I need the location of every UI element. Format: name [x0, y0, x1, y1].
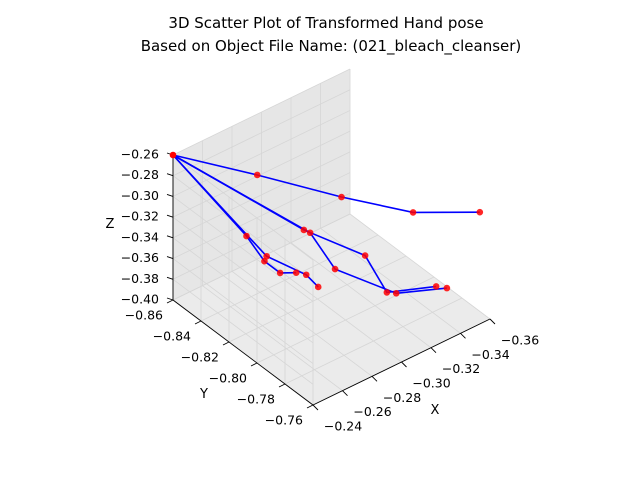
y-axis-label: Y — [199, 387, 208, 402]
joint-point — [292, 269, 300, 277]
joint-point — [300, 226, 308, 234]
grid-line-y-floor — [284, 297, 463, 385]
y-tick-mark — [194, 320, 202, 325]
grid-line-x-floor — [290, 242, 432, 348]
z-tick-mark — [166, 235, 174, 239]
grid-line-x-floor — [202, 285, 343, 391]
chart-title: 3D Scatter Plot of Transformed Hand pose — [168, 14, 483, 32]
grid-line-z-back — [172, 192, 351, 280]
z-tick-label: −0.26 — [121, 147, 159, 162]
joint-point — [361, 252, 369, 259]
joint-point — [383, 289, 391, 296]
joint-point — [253, 171, 261, 179]
y-tick-label: −0.84 — [153, 329, 191, 344]
grid-line-z-back — [172, 172, 351, 259]
joint-point — [331, 265, 339, 273]
x-tick-mark — [401, 361, 407, 368]
y-tick-mark — [306, 404, 314, 409]
x-tick-mark — [342, 390, 348, 396]
joint-point — [263, 252, 270, 260]
z-tick-mark — [166, 194, 174, 197]
grid-line-z-left — [172, 216, 314, 323]
x-tick-label: −0.32 — [442, 361, 480, 376]
z-tick-mark — [166, 256, 174, 259]
x-axis-label: X — [431, 403, 440, 418]
z-tick-label: −0.28 — [121, 167, 159, 182]
z-tick-mark — [166, 297, 174, 301]
z-tick-label: −0.30 — [121, 188, 159, 203]
y-tick-mark — [278, 383, 286, 388]
z-tick-label: −0.38 — [121, 271, 159, 286]
x-tick-label: −0.30 — [412, 376, 450, 391]
x-tick-mark — [489, 318, 496, 325]
joint-point — [261, 257, 268, 265]
joint-point — [392, 290, 400, 297]
y-tick-label: −0.78 — [237, 392, 275, 407]
x-tick-label: −0.24 — [324, 419, 362, 434]
x-tick-label: −0.26 — [353, 404, 391, 419]
grid-line-x-floor — [231, 271, 373, 377]
x-tick-label: −0.28 — [383, 390, 421, 405]
joint-point — [443, 284, 451, 292]
grid-line-z-left — [172, 237, 314, 344]
grid-line-z-left — [172, 175, 314, 282]
y-tick-mark — [250, 362, 258, 367]
grid-line-z-back — [172, 68, 351, 156]
tick-labels: −0.24−0.26−0.28−0.30−0.32−0.34−0.36−0.76… — [121, 147, 540, 434]
y-tick-label: −0.80 — [209, 371, 247, 386]
z-tick-mark — [166, 276, 174, 280]
grid-line-y-floor — [228, 255, 407, 343]
y-axis-line — [172, 299, 314, 406]
grid-line-x-floor — [349, 213, 491, 320]
y-tick-mark — [222, 341, 230, 346]
x-tick-label: −0.34 — [471, 347, 509, 362]
y-tick-mark — [166, 299, 174, 304]
grid-line-z-back — [172, 110, 351, 197]
x-tick-mark — [460, 333, 466, 339]
grid-line-y-floor — [256, 276, 435, 364]
z-tick-label: −0.40 — [121, 292, 159, 307]
grid-line-z-back — [172, 151, 351, 239]
joint-point — [409, 209, 417, 216]
grid-line-z-left — [172, 278, 314, 385]
hand-pose-series — [169, 151, 484, 297]
z-tick-label: −0.34 — [121, 229, 159, 244]
x-tick-label: −0.36 — [501, 333, 539, 348]
grid-line-z-back — [172, 130, 351, 218]
z-tick-label: −0.32 — [121, 209, 159, 224]
joint-point — [302, 271, 310, 279]
joint-point — [276, 269, 284, 277]
y-tick-label: −0.82 — [181, 350, 219, 365]
z-tick-label: −0.36 — [121, 250, 159, 265]
z-axis-label: Z — [106, 217, 115, 232]
joint-point — [476, 208, 484, 216]
joint-point — [243, 232, 250, 240]
joint-point — [432, 283, 440, 290]
x-tick-mark — [371, 376, 378, 382]
joint-point — [306, 229, 314, 237]
x-tick-mark — [430, 347, 437, 353]
y-tick-label: −0.76 — [265, 413, 303, 428]
joint-point — [338, 193, 345, 201]
joint-point — [314, 283, 322, 291]
wrist-point — [169, 151, 177, 159]
grid-line-z-left — [172, 196, 314, 302]
z-tick-mark — [166, 173, 174, 177]
grid-line-z-left — [172, 258, 314, 364]
z-tick-mark — [166, 214, 174, 218]
x-tick-mark — [312, 404, 319, 411]
y-tick-label: −0.86 — [125, 308, 163, 323]
grid-line-z-left — [172, 154, 314, 261]
chart-subtitle: Based on Object File Name: (021_bleach_c… — [141, 37, 522, 56]
